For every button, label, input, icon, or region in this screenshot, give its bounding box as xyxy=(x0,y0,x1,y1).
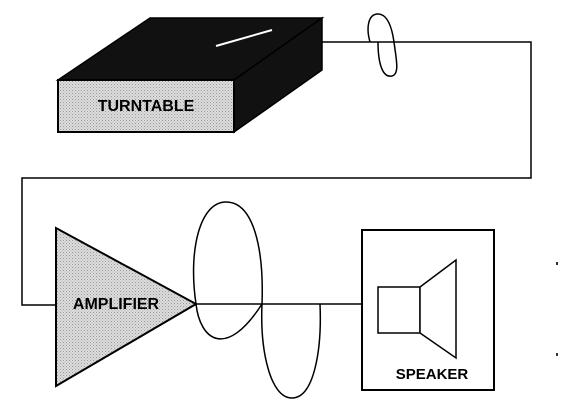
turntable-label: TURNTABLE xyxy=(98,98,195,115)
coil-large-lower xyxy=(261,303,322,399)
wire-turntable-to-amplifier xyxy=(21,41,532,306)
speaker-label: SPEAKER xyxy=(396,366,469,383)
scan-mark xyxy=(556,262,558,265)
scan-mark xyxy=(556,353,558,356)
coil-large-upper xyxy=(192,201,263,305)
amplifier: AMPLIFIER xyxy=(55,226,199,388)
coil-large-mid xyxy=(195,303,263,340)
turntable: TURNTABLE xyxy=(55,16,325,134)
tonearm xyxy=(215,29,273,47)
speaker-magnet xyxy=(377,286,421,334)
speaker: SPEAKER xyxy=(361,229,495,391)
amplifier-body xyxy=(55,226,199,388)
turntable-front xyxy=(57,79,235,133)
coil-small-front xyxy=(367,13,395,43)
speaker-cone xyxy=(419,258,457,360)
coil-small-back xyxy=(377,41,398,77)
amplifier-label: AMPLIFIER xyxy=(73,296,160,313)
signal-wire xyxy=(21,13,532,399)
